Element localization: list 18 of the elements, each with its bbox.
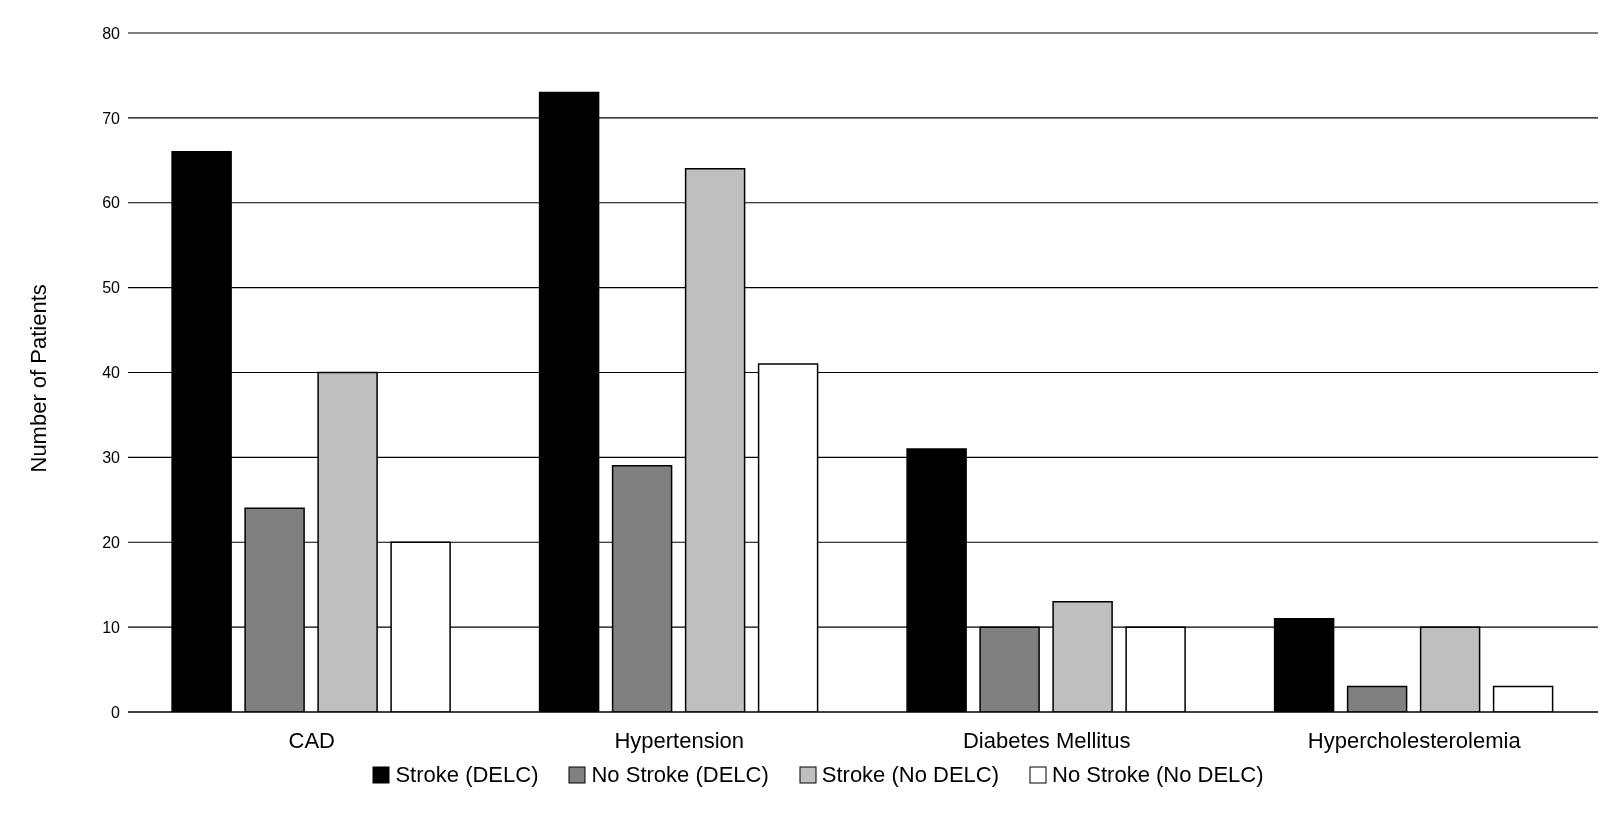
legend-label: Stroke (DELC) (394, 762, 539, 788)
y-tick-label: 60 (102, 194, 121, 212)
legend-label: No Stroke (No DELC) (1051, 762, 1264, 788)
y-tick-label: 50 (102, 279, 121, 297)
x-tick-label: CAD (288, 727, 335, 753)
x-tick-label: Diabetes Mellitus (962, 727, 1131, 753)
y-tick-label: 80 (102, 24, 121, 42)
y-axis-title: Number of Patients (25, 284, 51, 473)
y-tick-label: 40 (102, 364, 121, 382)
y-tick-label: 30 (102, 449, 121, 467)
x-tick-label: Hypertension (614, 727, 745, 753)
legend-label: Stroke (No DELC) (820, 762, 1000, 788)
y-tick-label: 70 (102, 109, 121, 127)
y-tick-label: 10 (102, 618, 121, 636)
x-tick-label: Hypercholesterolemia (1307, 727, 1522, 753)
y-tick-label: 0 (111, 703, 121, 721)
legend-label: No Stroke (DELC) (590, 762, 769, 788)
y-tick-label: 20 (102, 533, 121, 551)
